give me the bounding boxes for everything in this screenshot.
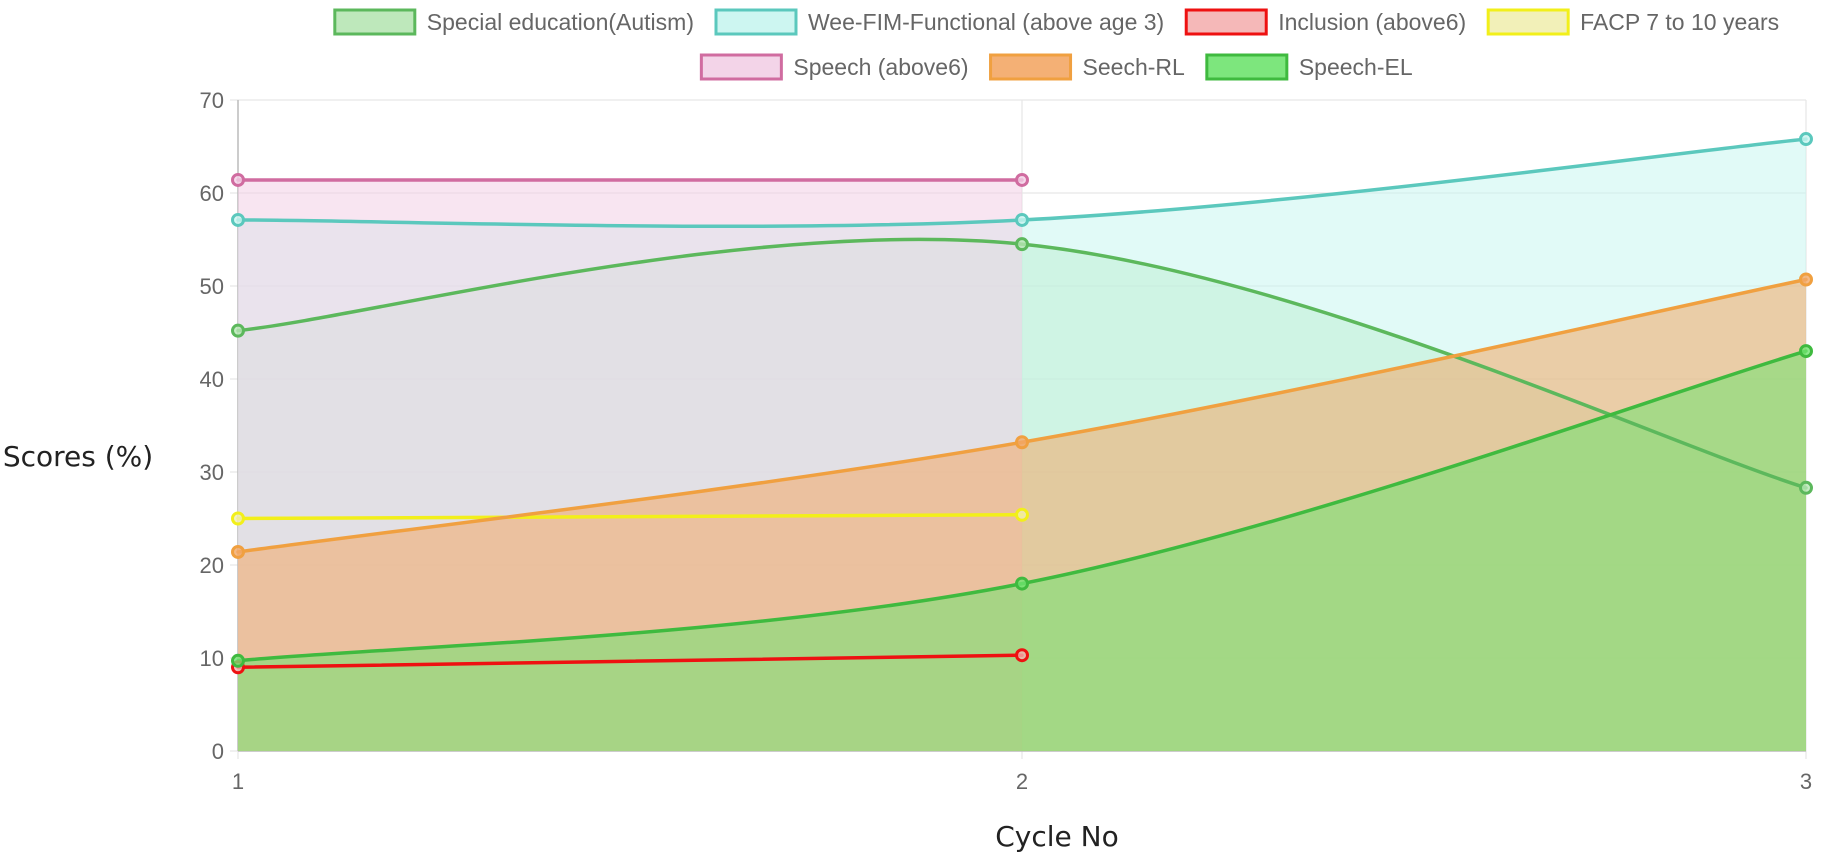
legend-item-special-education-autism[interactable]: Special education(Autism) — [333, 8, 694, 36]
y-tick-label: 30 — [200, 460, 224, 485]
point-wee-fim-functional-above-age-3[interactable] — [1015, 212, 1029, 227]
x-tick-label: 1 — [232, 769, 244, 794]
point-special-education-autism[interactable] — [231, 323, 245, 338]
point-seech-rl[interactable] — [1799, 272, 1813, 287]
y-tick-label: 10 — [200, 646, 224, 671]
point-speech-el[interactable] — [231, 653, 245, 668]
legend-swatch — [333, 8, 417, 36]
legend-item-seech-rl[interactable]: Seech-RL — [989, 53, 1185, 81]
legend-swatch — [1486, 8, 1570, 36]
x-tick-label: 3 — [1800, 769, 1812, 794]
point-facp-7-to-10-years[interactable] — [231, 511, 245, 526]
x-tick-label: 2 — [1016, 769, 1028, 794]
y-axis-title: Scores (%) — [3, 440, 153, 473]
legend-swatch — [1205, 53, 1289, 81]
legend-swatch — [1184, 8, 1268, 36]
y-tick-label: 20 — [200, 553, 224, 578]
legend-item-wee-fim-functional-above-age-3[interactable]: Wee-FIM-Functional (above age 3) — [714, 8, 1164, 36]
point-wee-fim-functional-above-age-3[interactable] — [231, 212, 245, 227]
legend-label: Special education(Autism) — [427, 9, 694, 35]
legend-label: FACP 7 to 10 years — [1580, 9, 1779, 35]
line-facp-7-to-10-years — [236, 513, 1024, 521]
point-seech-rl[interactable] — [1015, 435, 1029, 450]
x-axis-title: Cycle No — [995, 820, 1119, 853]
legend-item-speech-above6[interactable]: Speech (above6) — [699, 53, 969, 81]
point-speech-el[interactable] — [1015, 576, 1029, 591]
legend-swatch — [989, 53, 1073, 81]
legend-label: Seech-RL — [1083, 54, 1185, 80]
legend-swatch — [714, 8, 798, 36]
point-speech-el[interactable] — [1799, 344, 1813, 359]
point-wee-fim-functional-above-age-3[interactable] — [1799, 132, 1813, 147]
legend-item-facp-7-to-10-years[interactable]: FACP 7 to 10 years — [1486, 8, 1779, 36]
point-speech-above6[interactable] — [231, 172, 245, 187]
y-tick-label: 70 — [200, 88, 224, 113]
point-speech-above6[interactable] — [1015, 172, 1029, 187]
point-facp-7-to-10-years[interactable] — [1015, 507, 1029, 522]
legend-swatch — [699, 53, 783, 81]
legend-item-inclusion-above6[interactable]: Inclusion (above6) — [1184, 8, 1466, 36]
legend-item-speech-el[interactable]: Speech-EL — [1205, 53, 1413, 81]
legend-label: Inclusion (above6) — [1278, 9, 1466, 35]
y-tick-label: 40 — [200, 367, 224, 392]
axis-ticks: 0 10 20 30 40 50 60 70 1 2 3 — [200, 88, 1813, 794]
y-tick-label: 50 — [200, 274, 224, 299]
area-speech-el — [238, 351, 1806, 751]
point-seech-rl[interactable] — [231, 544, 245, 559]
line-inclusion-above6 — [236, 653, 1024, 670]
legend-label: Speech-EL — [1299, 54, 1413, 80]
legend-label: Wee-FIM-Functional (above age 3) — [808, 9, 1164, 35]
data-points — [231, 132, 1813, 675]
point-special-education-autism[interactable] — [1799, 480, 1813, 495]
y-tick-label: 0 — [212, 739, 224, 764]
y-tick-label: 60 — [200, 181, 224, 206]
legend-label: Speech (above6) — [793, 54, 968, 80]
legend: Special education(Autism) Wee-FIM-Functio… — [333, 8, 1779, 81]
point-special-education-autism[interactable] — [1015, 237, 1029, 252]
point-inclusion-above6[interactable] — [1015, 648, 1029, 663]
